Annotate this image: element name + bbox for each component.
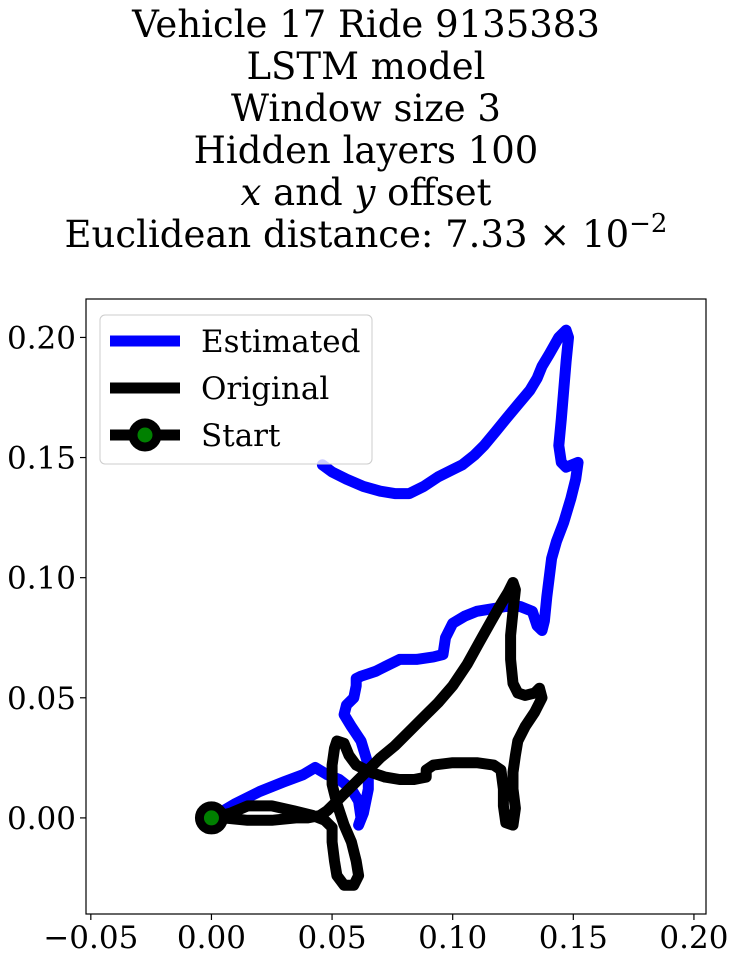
- title-line-1: Vehicle 17 Ride 9135383: [132, 3, 600, 46]
- x-tick-label: −0.05: [43, 920, 138, 956]
- y-tick-label: 0.20: [7, 320, 76, 356]
- x-tick-label: 0.15: [539, 920, 608, 956]
- title-line-5: x and y offset: [0, 172, 732, 214]
- x-tick-label: 0.10: [418, 920, 487, 956]
- x-tick-label: 0.05: [298, 920, 367, 956]
- title-offset: offset: [375, 171, 492, 214]
- legend-label-start: Start: [201, 418, 281, 454]
- title-and: and: [261, 171, 355, 214]
- y-tick-label: 0.00: [7, 801, 76, 837]
- y-tick-label: 0.05: [7, 681, 76, 717]
- legend-start-marker: [128, 418, 162, 452]
- title-y-var: y: [354, 171, 376, 214]
- title-x-var: x: [240, 171, 262, 214]
- title-distance-exponent: −2: [629, 208, 668, 239]
- plot-frame: [85, 298, 707, 915]
- title-line-2: LSTM model: [246, 45, 486, 88]
- legend-label-estimated: Estimated: [201, 324, 360, 360]
- x-tick-label: 0.20: [659, 920, 728, 956]
- series-line-estimated: [205, 324, 584, 831]
- title-distance: Euclidean distance: 7.33 × 10: [64, 213, 630, 256]
- series-line-original: [205, 577, 548, 891]
- title-line-6: Euclidean distance: 7.33 × 10−2: [0, 211, 732, 256]
- title-line-4: Hidden layers 100: [193, 129, 539, 172]
- y-tick-label: 0.10: [7, 561, 76, 597]
- chart-title: Vehicle 17 Ride 9135383 LSTM model Windo…: [0, 4, 732, 256]
- legend-label-original: Original: [201, 371, 329, 407]
- y-tick-label: 0.15: [7, 441, 76, 477]
- x-tick-label: 0.00: [177, 920, 246, 956]
- legend: Estimated Original Start: [99, 314, 373, 465]
- start-marker: [194, 801, 228, 835]
- title-line-3: Window size 3: [231, 87, 501, 130]
- legend-box: [99, 314, 373, 465]
